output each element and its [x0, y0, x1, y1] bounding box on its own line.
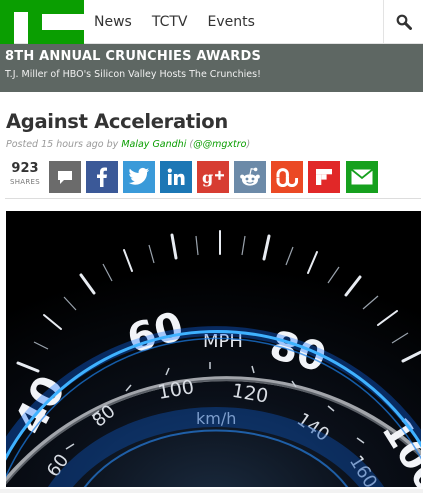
byline-open-paren: ( — [189, 139, 194, 150]
google-plus-icon: g — [202, 168, 224, 187]
reddit-icon — [240, 167, 260, 186]
page-bottom-strip — [0, 489, 423, 493]
nav-events[interactable]: Events — [207, 14, 255, 30]
byline-close-paren: ) — [246, 139, 251, 150]
facebook-icon — [97, 167, 107, 187]
author-twitter-link[interactable]: @@mgxtro — [193, 139, 247, 150]
nav-tctv[interactable]: TCTV — [151, 14, 188, 30]
search-icon — [396, 14, 412, 30]
linkedin-icon — [167, 168, 185, 185]
share-count-number: 923 — [11, 161, 39, 176]
share-count: 923 SHARES — [5, 161, 45, 186]
flipboard-share-button[interactable] — [308, 161, 340, 193]
techcrunch-logo[interactable] — [0, 0, 84, 44]
stumbleupon-icon — [276, 168, 298, 187]
techcrunch-logo-icon — [0, 0, 84, 44]
mph-unit-label: MPH — [203, 331, 243, 352]
search-button[interactable] — [383, 0, 423, 44]
svg-text:g: g — [202, 168, 213, 187]
kmh-unit-label: km/h — [196, 409, 236, 428]
linkedin-share-button[interactable] — [160, 161, 192, 193]
flipboard-icon — [316, 169, 332, 185]
twitter-share-button[interactable] — [123, 161, 155, 193]
banner-title: 8TH ANNUAL CRUNCHIES AWARDS — [5, 49, 262, 64]
hero-image: 40 60 80 100 MPH 60 80 100 120 1 — [6, 211, 421, 487]
stumbleupon-share-button[interactable] — [271, 161, 303, 193]
comment-icon — [58, 171, 72, 184]
share-count-label: SHARES — [9, 178, 41, 186]
nav-news[interactable]: News — [94, 14, 132, 30]
main-nav: News TCTV Events — [84, 0, 265, 44]
google-plus-share-button[interactable]: g — [197, 161, 229, 193]
byline: Posted 15 hours ago by Malay Gandhi (@@m… — [6, 139, 250, 150]
share-divider — [5, 198, 421, 199]
article-title: Against Acceleration — [6, 110, 228, 133]
email-share-button[interactable] — [346, 161, 378, 193]
top-bar: News TCTV Events — [0, 0, 423, 44]
speedometer-illustration: 40 60 80 100 MPH 60 80 100 120 1 — [6, 211, 421, 487]
byline-prefix: Posted 15 hours ago by — [6, 139, 119, 150]
twitter-icon — [128, 167, 150, 185]
comment-button[interactable] — [49, 161, 81, 193]
email-icon — [350, 168, 374, 185]
facebook-share-button[interactable] — [86, 161, 118, 193]
crunchies-banner[interactable]: 8TH ANNUAL CRUNCHIES AWARDS T.J. Miller … — [0, 44, 423, 92]
banner-subtitle: T.J. Miller of HBO's Silicon Valley Host… — [5, 69, 261, 80]
author-link[interactable]: Malay Gandhi — [121, 139, 187, 150]
reddit-share-button[interactable] — [234, 161, 266, 193]
